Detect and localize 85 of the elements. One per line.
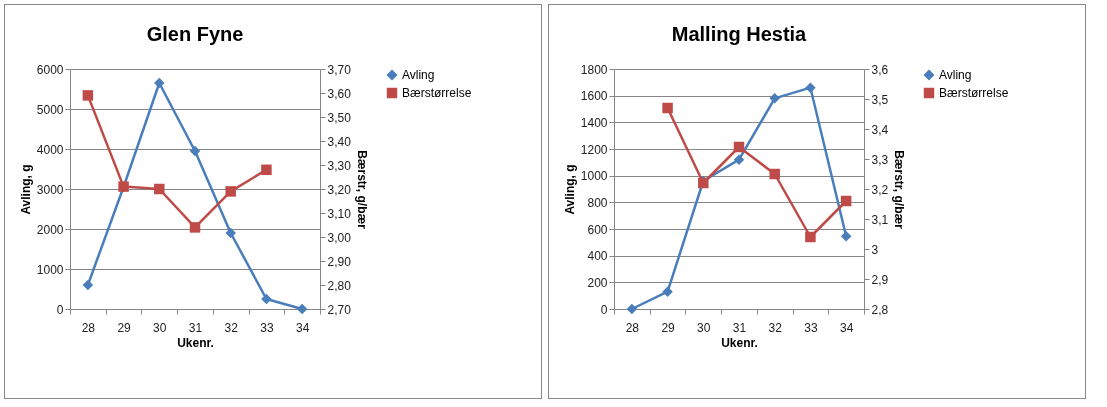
x-tick-label: 33 [804,320,818,335]
y2-tick-label: 3,70 [327,62,352,77]
point [626,303,638,315]
y2-tick-label: 3 [871,242,879,257]
x-tick-label: 33 [260,320,274,335]
y-tick-label: 3000 [36,182,64,197]
x-tick-label: 31 [732,320,747,335]
legend-label: Avling [939,68,972,82]
y2-tick-label: 2,80 [327,278,352,293]
x-tick-label: 28 [625,320,640,335]
point [82,279,94,291]
point [769,168,780,180]
chart-title: Malling Hestia [671,23,808,45]
y2-tick-label: 3,5 [871,92,889,107]
y-tick-label: 4000 [36,142,64,157]
y2-tick-label: 3,6 [871,62,889,77]
y-tick-label: 1400 [580,115,608,130]
x-tick-label: 29 [661,320,676,335]
y2-tick-label: 3,10 [327,206,352,221]
y-tick-label: 0 [600,302,608,317]
x-tick-label: 34 [295,320,310,335]
y-tick-label: 5000 [36,102,64,117]
point [261,293,272,305]
x-tick-label: 34 [839,320,854,335]
y-tick-label: 1800 [580,62,608,77]
x-tick-label: 32 [224,320,239,335]
y2-tick-label: 3,40 [327,134,352,149]
point [82,90,94,101]
y2-tick-label: 2,90 [327,254,352,269]
y-tick-label: 600 [587,222,608,237]
y2-tick-label: 2,70 [327,302,352,317]
y2-tick-label: 2,9 [871,272,889,287]
y-tick-label: 0 [56,302,64,317]
x-tick-label: 32 [768,320,783,335]
point [189,145,201,157]
y2-axis-title: Bærstr, g/bær [354,150,369,230]
point [154,183,165,195]
y-tick-label: 1000 [36,262,64,277]
y2-tick-label: 3,4 [871,122,889,137]
point [840,231,852,242]
y2-tick-label: 3,20 [327,182,352,197]
point [733,154,745,165]
point [261,164,272,176]
x-tick-label: 31 [188,320,203,335]
y2-tick-label: 3,60 [327,86,352,101]
y2-tick-label: 3,00 [327,230,352,245]
y-tick-label: 1200 [580,142,608,157]
point [805,82,816,93]
point [154,77,165,89]
point [769,93,780,104]
y-tick-label: 800 [587,195,608,210]
chart-title: Glen Fyne [146,23,244,45]
x-tick-label: 30 [153,320,167,335]
y2-axis-title: Bærstr, g/bær [892,150,907,230]
point [733,141,745,153]
y-tick-label: 6000 [36,62,64,77]
point [662,102,673,114]
point [805,231,816,243]
point [225,186,236,197]
point [296,303,308,315]
x-axis-title: Ukenr. [177,335,214,350]
legend-label: Bærstørrelse [402,86,472,100]
y2-tick-label: 3,50 [327,110,352,125]
x-tick-label: 29 [117,320,132,335]
y-axis-title: Avling, g [562,164,577,215]
y2-tick-label: 2,8 [871,302,889,317]
point [225,227,236,239]
y-tick-label: 1000 [580,169,608,184]
y2-tick-label: 3,1 [871,212,889,227]
legend-label: Avling [402,68,435,82]
point [840,195,852,207]
y-tick-label: 1600 [580,89,608,104]
y2-tick-label: 3,2 [871,182,889,197]
point [189,222,201,233]
y2-tick-label: 3,3 [871,152,889,167]
point [662,286,673,297]
x-tick-label: 28 [81,320,96,335]
y2-tick-label: 3,30 [327,158,352,173]
y-tick-label: 2000 [36,222,64,237]
y-axis-title: Avling, g [18,164,33,215]
x-tick-label: 30 [697,320,711,335]
legend-label: Bærstørrelse [939,86,1009,100]
x-axis-title: Ukenr. [721,335,758,350]
y-tick-label: 200 [587,275,608,290]
y-tick-label: 400 [587,249,608,264]
